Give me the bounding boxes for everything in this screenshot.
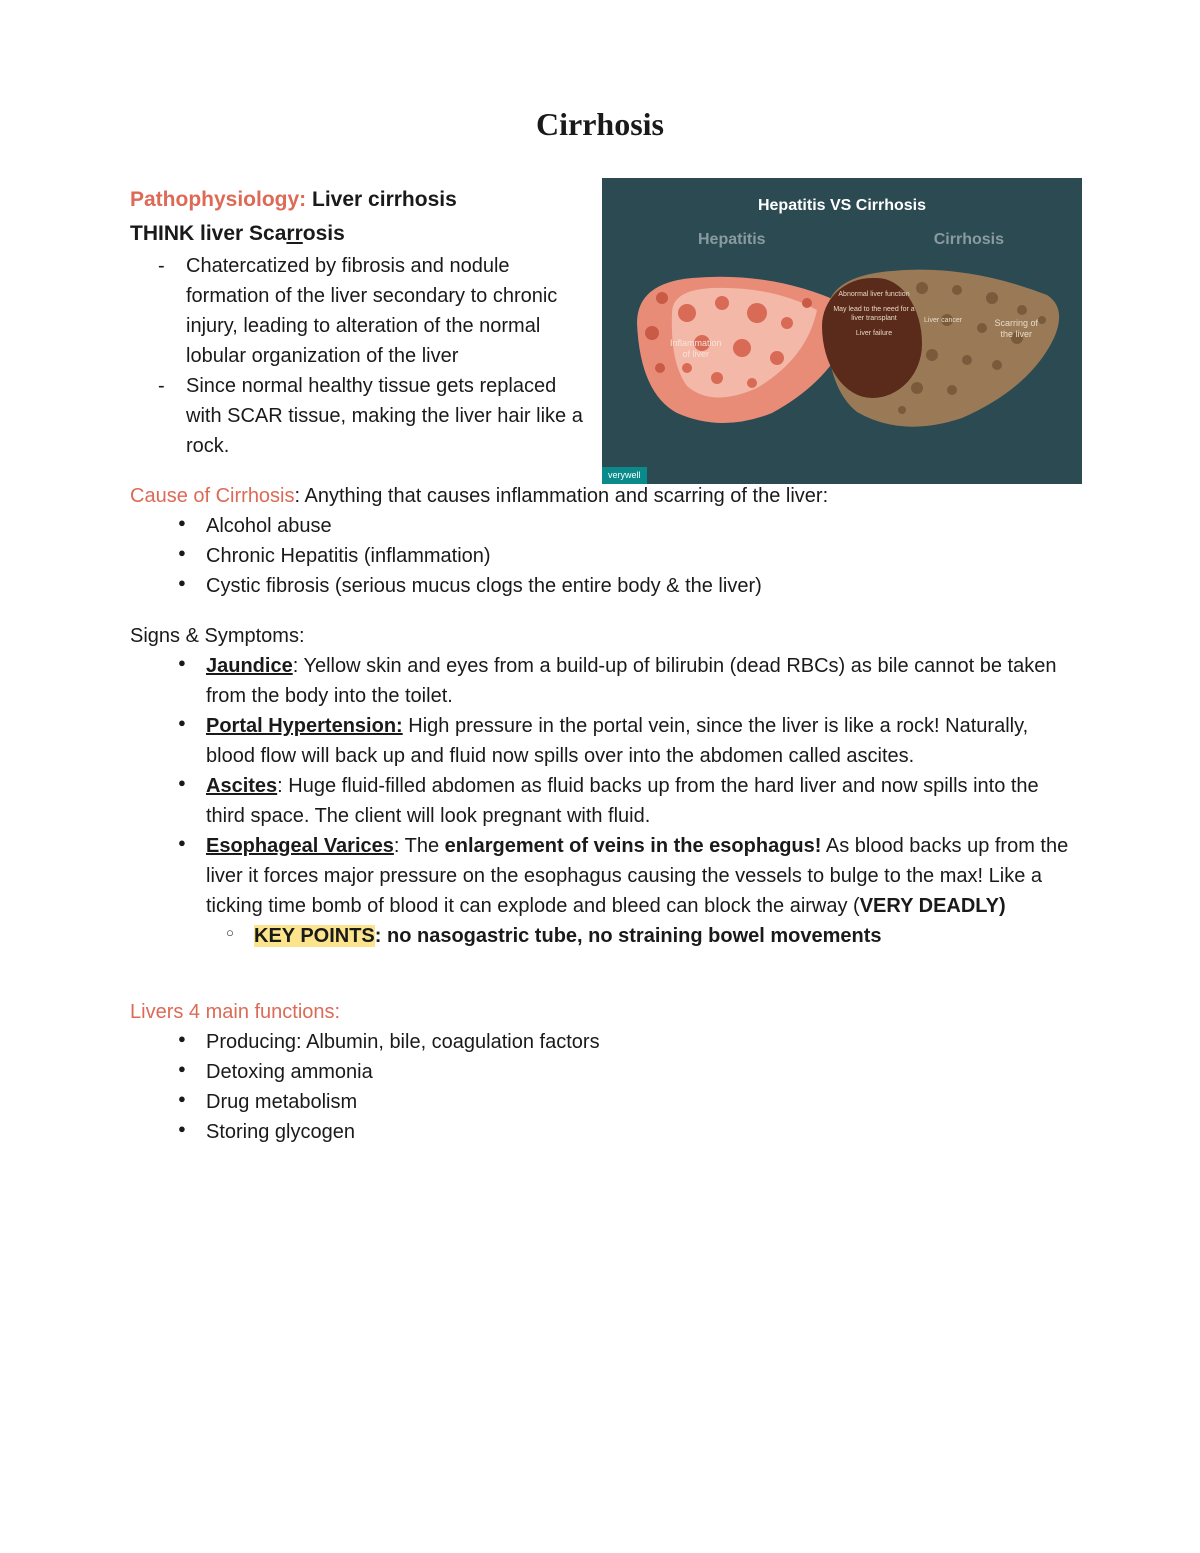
patho-label: Pathophysiology:	[130, 188, 306, 211]
functions-section: Livers 4 main functions: Producing: Albu…	[130, 997, 1070, 1147]
patho-item: Chatercatized by fibrosis and nodule for…	[186, 251, 590, 371]
func-item: Detoxing ammonia	[206, 1057, 1070, 1087]
key-points-item: KEY POINTS: no nasogastric tube, no stra…	[254, 921, 1070, 951]
patho-column: Pathophysiology: Liver cirrhosis THINK l…	[130, 184, 590, 461]
overlap-text: Abnormal liver function May lead to the …	[830, 290, 918, 344]
cause-label: Cause of Cirrhosis	[130, 485, 295, 507]
signs-symptoms-section: Signs & Symptoms: Jaundice: Yellow skin …	[130, 621, 1070, 951]
patho-after: Liver cirrhosis	[306, 188, 457, 211]
func-item: Producing: Albumin, bile, coagulation fa…	[206, 1027, 1070, 1057]
cause-item: Chronic Hepatitis (inflammation)	[206, 541, 1070, 571]
ss-esophageal: Esophageal Varices: The enlargement of v…	[206, 831, 1070, 951]
cause-list: Alcohol abuse Chronic Hepatitis (inflamm…	[130, 511, 1070, 601]
top-section: Pathophysiology: Liver cirrhosis THINK l…	[130, 184, 1070, 461]
cause-after: : Anything that causes inflammation and …	[295, 485, 829, 507]
func-list: Producing: Albumin, bile, coagulation fa…	[130, 1027, 1070, 1147]
hepatitis-label: Hepatitis	[698, 228, 766, 252]
cir-inner-text: Scarring ofthe liver	[994, 318, 1038, 340]
page-title: Cirrhosis	[130, 100, 1070, 148]
diagram-title: Hepatitis VS Cirrhosis	[602, 178, 1082, 218]
think-line: THINK liver Scarrosis	[130, 218, 590, 250]
func-item: Storing glycogen	[206, 1117, 1070, 1147]
cause-item: Cystic fibrosis (serious mucus clogs the…	[206, 571, 1070, 601]
func-item: Drug metabolism	[206, 1087, 1070, 1117]
cause-section: Cause of Cirrhosis: Anything that causes…	[130, 481, 1070, 601]
ss-label: Signs & Symptoms:	[130, 621, 1070, 651]
hep-inner-text: Inflammationof liver	[670, 338, 722, 360]
cause-item: Alcohol abuse	[206, 511, 1070, 541]
ss-portal: Portal Hypertension: High pressure in th…	[206, 711, 1070, 771]
ss-ascites: Ascites: Huge fluid-filled abdomen as fl…	[206, 771, 1070, 831]
patho-item: Since normal healthy tissue gets replace…	[186, 371, 590, 461]
cirrhosis-label: Cirrhosis	[934, 228, 1004, 252]
hepatitis-vs-cirrhosis-diagram: Hepatitis VS Cirrhosis Hepatitis Cirrhos…	[602, 178, 1082, 484]
patho-heading: Pathophysiology: Liver cirrhosis	[130, 184, 590, 216]
brand-badge: verywell	[602, 467, 647, 485]
func-label: Livers 4 main functions:	[130, 997, 1070, 1027]
patho-list: Chatercatized by fibrosis and nodule for…	[130, 251, 590, 461]
liver-cancer-text: Liver cancer	[924, 316, 962, 327]
key-points-list: KEY POINTS: no nasogastric tube, no stra…	[206, 921, 1070, 951]
ss-jaundice: Jaundice: Yellow skin and eyes from a bu…	[206, 651, 1070, 711]
ss-list: Jaundice: Yellow skin and eyes from a bu…	[130, 651, 1070, 951]
